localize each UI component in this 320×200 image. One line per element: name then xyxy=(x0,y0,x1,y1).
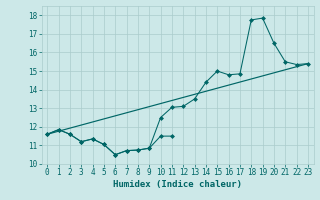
X-axis label: Humidex (Indice chaleur): Humidex (Indice chaleur) xyxy=(113,180,242,189)
